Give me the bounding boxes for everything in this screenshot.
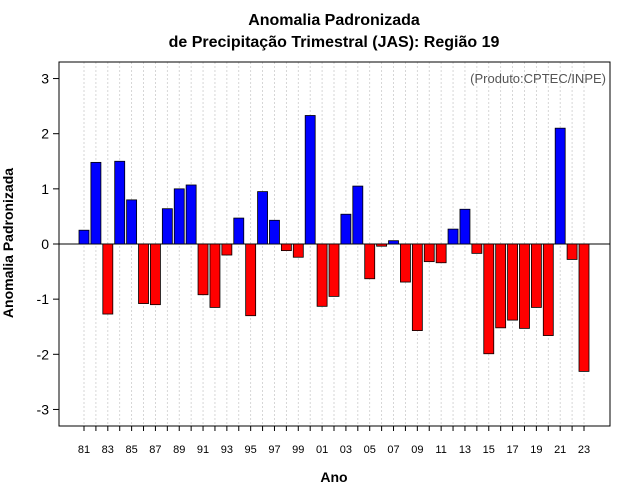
x-tick-label: 03 — [340, 444, 352, 456]
bar-2022 — [566, 243, 578, 260]
x-axis: 81 83 85 87 89 91 93 95 97 99 01 03 05 07 09 11 13 15 17 19… — [78, 426, 590, 456]
bar-2007 — [388, 240, 399, 245]
bar-2000 — [304, 115, 316, 245]
bar-2012 — [447, 228, 459, 245]
bar-2014 — [471, 243, 483, 254]
bar-2001 — [316, 243, 328, 307]
bar-2005 — [364, 243, 376, 280]
x-axis-title: Ano — [320, 469, 347, 485]
bar-1982 — [90, 161, 102, 245]
bar-1989 — [173, 188, 185, 245]
x-tick-label: 11 — [435, 444, 446, 456]
x-tick-label: 15 — [483, 444, 495, 456]
credit-label: (Produto:CPTEC/INPE) — [470, 71, 606, 86]
x-tick-label: 13 — [459, 444, 471, 456]
bar-2023 — [578, 243, 590, 372]
chart-title: Anomalia Padronizada — [248, 12, 420, 29]
bar-1997 — [269, 219, 280, 245]
bar-2010 — [423, 243, 435, 263]
bar-1998 — [280, 243, 292, 252]
y-tick-label: -3 — [37, 401, 50, 417]
x-tick-label: 17 — [506, 444, 518, 456]
x-tick-label: 91 — [197, 444, 209, 456]
x-tick-label: 97 — [268, 444, 280, 456]
bar-1999 — [292, 243, 304, 258]
bar-1981 — [78, 229, 90, 245]
bar-2017 — [507, 243, 518, 321]
bar-1992 — [209, 243, 221, 308]
bar-2016 — [495, 243, 507, 329]
bar-2004 — [352, 185, 364, 245]
x-tick-label: 81 — [78, 444, 90, 456]
x-tick-label: 89 — [173, 444, 185, 456]
x-tick-label: 99 — [292, 444, 304, 456]
y-tick-label: 0 — [41, 236, 49, 252]
bar-1984 — [114, 160, 126, 245]
bar-2008 — [400, 243, 411, 283]
bar-2002 — [328, 243, 340, 297]
x-tick-label: 21 — [554, 444, 566, 456]
bar-1995 — [245, 243, 257, 317]
bar-1996 — [257, 191, 268, 245]
bar-2019 — [530, 243, 542, 308]
x-tick-label: 01 — [316, 444, 328, 456]
bar-1985 — [126, 199, 138, 245]
bar-1994 — [233, 217, 245, 245]
bar-2021 — [554, 127, 566, 245]
bars — [78, 115, 590, 372]
x-tick-label: 95 — [245, 444, 257, 456]
bar-2015 — [483, 243, 495, 355]
x-tick-label: 09 — [411, 444, 423, 456]
y-tick-label: -1 — [37, 291, 50, 307]
x-tick-label: 93 — [221, 444, 233, 456]
bar-1991 — [197, 243, 209, 296]
chart-subtitle: de Precipitação Trimestral (JAS): Região… — [169, 34, 500, 51]
x-tick-label: 19 — [530, 444, 542, 456]
bar-2020 — [542, 243, 554, 336]
bar-2009 — [411, 243, 423, 331]
x-tick-label: 05 — [364, 444, 376, 456]
y-tick-label: 3 — [41, 71, 49, 87]
bar-2018 — [519, 243, 530, 329]
y-tick-label: 2 — [41, 126, 49, 142]
bar-2006 — [376, 243, 388, 247]
y-tick-label: 1 — [41, 181, 49, 197]
bar-2011 — [435, 243, 447, 264]
x-tick-label: 85 — [125, 444, 137, 456]
bar-1993 — [221, 243, 233, 256]
y-tick-label: -2 — [37, 346, 50, 362]
x-tick-label: 07 — [387, 444, 399, 456]
x-tick-label: 83 — [102, 444, 114, 456]
x-tick-label: 87 — [149, 444, 161, 456]
x-tick-label: 23 — [578, 444, 590, 456]
y-axis: -3 -2 -1 0 1 2 3 — [37, 71, 59, 417]
bar-1983 — [102, 243, 114, 315]
y-axis-title: Anomalia Padronizada — [0, 168, 16, 318]
bar-2003 — [340, 213, 352, 245]
bar-1987 — [150, 243, 161, 306]
bar-1988 — [161, 208, 173, 245]
bar-1986 — [138, 243, 149, 304]
bar-2013 — [459, 208, 471, 245]
bar-1990 — [185, 184, 197, 245]
